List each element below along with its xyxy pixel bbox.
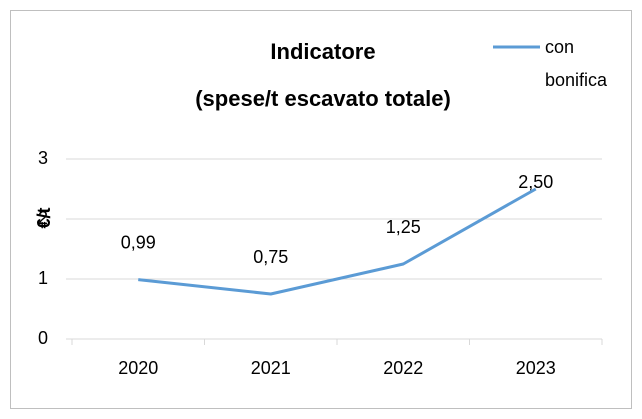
y-tick-label: 1 <box>38 268 48 288</box>
data-label: 1,25 <box>386 217 421 237</box>
y-tick-label: 3 <box>38 148 48 168</box>
data-label: 2,50 <box>518 172 553 192</box>
chart-title: Indicatore <box>270 39 375 64</box>
chart-title: (spese/t escavato totale) <box>195 86 451 111</box>
data-label: 0,99 <box>121 232 156 252</box>
y-tick-label: 0 <box>38 328 48 348</box>
x-tick-label: 2020 <box>118 358 158 378</box>
y-axis-label: €/t <box>34 207 54 228</box>
data-line <box>138 187 537 296</box>
chart-border <box>10 10 632 409</box>
x-tick-label: 2023 <box>516 358 556 378</box>
data-label: 0,75 <box>253 247 288 267</box>
x-tick-label: 2022 <box>383 358 423 378</box>
y-tick-label: 2 <box>38 208 48 228</box>
legend-label: con bonifica <box>545 37 608 90</box>
x-tick-label: 2021 <box>251 358 291 378</box>
